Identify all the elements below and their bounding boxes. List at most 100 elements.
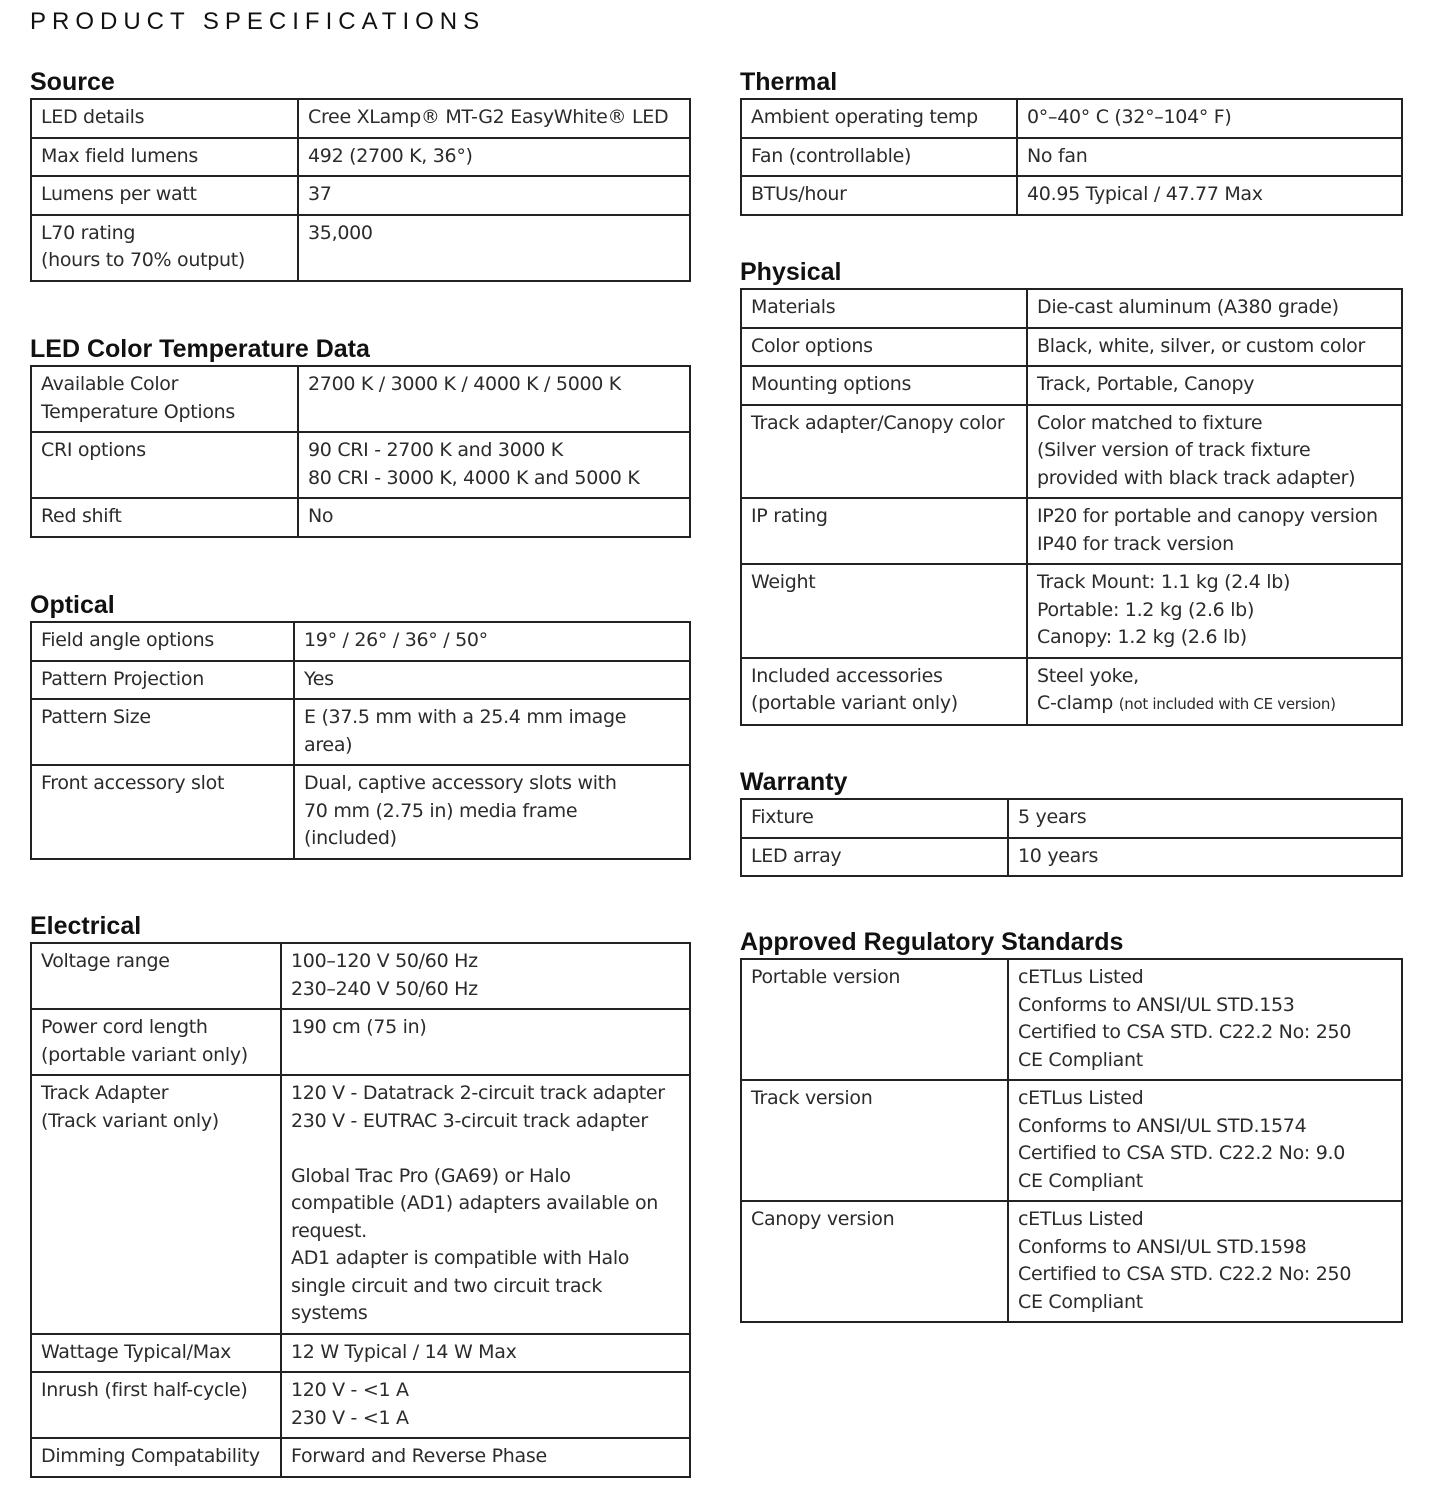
spec-label: Lumens per watt xyxy=(30,175,299,216)
text-line: Materials xyxy=(751,294,1017,322)
spec-label: Red shift xyxy=(30,497,299,538)
text-line: Dual, captive accessory slots with xyxy=(304,770,680,798)
text-line: 2700 K / 3000 K / 4000 K / 5000 K xyxy=(308,371,680,399)
text-line: 70 mm (2.75 in) media frame xyxy=(304,798,680,826)
text-line: Max field lumens xyxy=(41,143,288,171)
text-line: (hours to 70% output) xyxy=(41,247,288,275)
text-line: (included) xyxy=(304,825,680,853)
label-text: Color options xyxy=(751,334,873,357)
text-line: compatible (AD1) adapters available on xyxy=(291,1190,680,1218)
label-text: IP rating xyxy=(751,505,828,527)
spec-label: Canopy version xyxy=(740,1200,1009,1323)
text-line: 10 years xyxy=(1018,843,1392,871)
text-line: Yes xyxy=(304,666,680,694)
value-text: systems xyxy=(291,1302,368,1324)
spec-label: Included accessories (portable variant on… xyxy=(740,656,1028,726)
table-row: Canopy version cETLus Listed Conforms to A… xyxy=(740,1200,1403,1323)
text-line: cETLus Listed xyxy=(1018,1085,1392,1113)
table-row: Voltage range 100–120 V 50/60 Hz 230–240 V… xyxy=(30,942,691,1010)
value-text: Conforms to ANSI/UL STD.153 xyxy=(1018,993,1295,1016)
text-line: single circuit and two circuit track xyxy=(291,1273,680,1301)
label-text: LED array xyxy=(751,844,842,867)
text-line: 120 V - <1 A xyxy=(291,1377,680,1405)
spec-label: BTUs/hour xyxy=(740,175,1018,216)
table-row: IP rating IP20 for portable and canopy ve… xyxy=(740,497,1403,565)
label-text: Field angle options xyxy=(41,629,214,651)
label-text: CRI options xyxy=(41,439,146,461)
section-optical: Optical Field angle options 19° / 26° / 36… xyxy=(30,589,691,860)
text-line xyxy=(291,1135,680,1163)
label-text: Wattage Typical/Max xyxy=(41,1340,232,1363)
value-text: IP20 for portable and canopy version xyxy=(1037,505,1378,527)
spec-value: 120 V - <1 A 230 V - <1 A xyxy=(280,1371,691,1439)
text-line: Pattern Projection xyxy=(41,666,284,694)
text-line: Lumens per watt xyxy=(41,181,288,209)
value-text: 0°–40° C (32°–104° F) xyxy=(1027,106,1232,128)
text-line: Included accessories xyxy=(751,663,1017,691)
spec-label: CRI options xyxy=(30,431,299,499)
text-line: 35,000 xyxy=(308,220,680,248)
label-text: Included accessories xyxy=(751,664,943,687)
text-line: Cree XLamp® MT-G2 EasyWhite® LED xyxy=(308,104,680,132)
text-line: 120 V - Datatrack 2-circuit track adapte… xyxy=(291,1080,680,1108)
text-line: Available Color xyxy=(41,371,288,399)
section-heading: Warranty xyxy=(740,768,848,796)
text-line: request. xyxy=(291,1218,680,1246)
spec-value: Steel yoke, C-clamp (not included with CE… xyxy=(1026,656,1403,726)
spec-label: LED details xyxy=(30,98,299,139)
text-line: Dimming Compatability xyxy=(41,1443,271,1471)
section-warranty: Warranty Fixture 5 years LED array 10 years xyxy=(740,766,1403,877)
section-source: Source LED details Cree XLamp® MT-G2 EasyW… xyxy=(30,66,691,282)
label-text: Available Color xyxy=(41,373,179,395)
text-line: 40.95 Typical / 47.77 Max xyxy=(1027,181,1392,209)
spec-label: Field angle options xyxy=(30,621,295,662)
spec-label: Dimming Compatability xyxy=(30,1437,282,1478)
value-note: (not included with CE version) xyxy=(1118,695,1336,713)
spec-label: Color options xyxy=(740,326,1028,367)
spec-label: Materials xyxy=(740,288,1028,329)
text-line: (Track variant only) xyxy=(41,1108,271,1136)
value-text: Track, Portable, Canopy xyxy=(1037,373,1255,395)
value-text: Die-cast aluminum (A380 grade) xyxy=(1037,296,1339,318)
text-line: Conforms to ANSI/UL STD.1574 xyxy=(1018,1113,1392,1141)
label-text: Dimming Compatability xyxy=(41,1445,260,1467)
table-row: Pattern Projection Yes xyxy=(30,659,691,700)
table-row: Fixture 5 years xyxy=(740,798,1403,839)
value-text: 12 W Typical / 14 W Max xyxy=(291,1340,517,1363)
table-row: LED details Cree XLamp® MT-G2 EasyWhite® … xyxy=(30,98,691,139)
table-row: Fan (controllable) No fan xyxy=(740,136,1403,177)
text-line: CRI options xyxy=(41,437,288,465)
value-text: Yes xyxy=(304,667,334,690)
text-line: (portable variant only) xyxy=(751,690,1017,718)
value-text: C-clamp xyxy=(1037,692,1113,714)
spec-label: Available Color Temperature Options xyxy=(30,365,299,433)
value-text: CE Compliant xyxy=(1018,1048,1143,1071)
spec-value: Cree XLamp® MT-G2 EasyWhite® LED xyxy=(297,98,691,139)
table-row: Weight Track Mount: 1.1 kg (2.4 lb) Portab… xyxy=(740,563,1403,659)
spec-value: Forward and Reverse Phase xyxy=(280,1437,691,1478)
value-text: 120 V - <1 A xyxy=(291,1379,409,1401)
spec-value: No fan xyxy=(1016,136,1403,177)
spec-label: Ambient operating temp xyxy=(740,98,1018,139)
spec-label: Fixture xyxy=(740,798,1009,839)
text-line: Track Adapter xyxy=(41,1080,271,1108)
table-row: CRI options 90 CRI - 2700 K and 3000 K 80 … xyxy=(30,431,691,499)
label-text: Red shift xyxy=(41,505,122,527)
value-text: CE Compliant xyxy=(1018,1169,1143,1192)
text-line: 190 cm (75 in) xyxy=(291,1014,680,1042)
text-line: Certified to CSA STD. C22.2 No: 250 xyxy=(1018,1019,1392,1047)
text-line: Portable: 1.2 kg (2.6 lb) xyxy=(1037,597,1392,625)
value-text: Certified to CSA STD. C22.2 No: 9.0 xyxy=(1018,1142,1346,1164)
text-line: IP rating xyxy=(751,503,1017,531)
page-title: PRODUCT SPECIFICATIONS xyxy=(30,8,486,35)
value-text: 37 xyxy=(308,183,332,205)
value-text: 35,000 xyxy=(308,221,373,244)
spec-label: Fan (controllable) xyxy=(740,136,1018,177)
spec-label: Mounting options xyxy=(740,365,1028,406)
value-text: IP40 for track version xyxy=(1037,532,1234,555)
value-text: 90 CRI - 2700 K and 3000 K xyxy=(308,439,563,461)
text-line: Canopy: 1.2 kg (2.6 lb) xyxy=(1037,624,1392,652)
label-text: Track version xyxy=(751,1087,873,1109)
spec-value: Track, Portable, Canopy xyxy=(1026,365,1403,406)
value-text: E (37.5 mm with a 25.4 mm image xyxy=(304,706,627,728)
